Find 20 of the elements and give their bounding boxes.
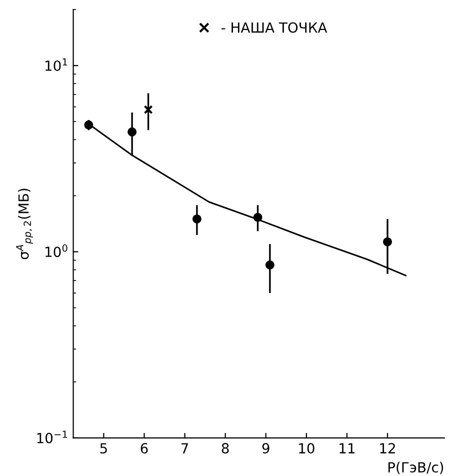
x-tick-label: 8 xyxy=(222,443,229,454)
x-tick-label: 10 xyxy=(299,443,314,454)
point xyxy=(382,237,392,246)
x-tick-label: 6 xyxy=(140,443,148,454)
y-tick-label: 10$^{0}$ xyxy=(46,244,68,258)
y-tick-label: 10$^{−1}$ xyxy=(37,430,68,444)
y-tick-label: 10$^{1}$ xyxy=(46,58,68,71)
point xyxy=(128,127,137,136)
x-tick-label: 7 xyxy=(182,443,188,454)
legend-label: - НАША ТОЧКА xyxy=(222,22,328,33)
x-tick-label: 12 xyxy=(380,443,395,454)
x-tick-label: 9 xyxy=(262,443,270,454)
point xyxy=(84,120,94,130)
x-tick-label: 5 xyxy=(100,443,107,454)
point xyxy=(192,214,202,224)
point xyxy=(265,260,274,270)
y-axis-title: σ$^{A}$$_{pp,2}$(МБ) xyxy=(16,188,33,260)
point xyxy=(144,105,153,114)
x-tick-label: 11 xyxy=(340,443,355,454)
x-axis-title: P(ГэВ/с) xyxy=(388,462,444,474)
